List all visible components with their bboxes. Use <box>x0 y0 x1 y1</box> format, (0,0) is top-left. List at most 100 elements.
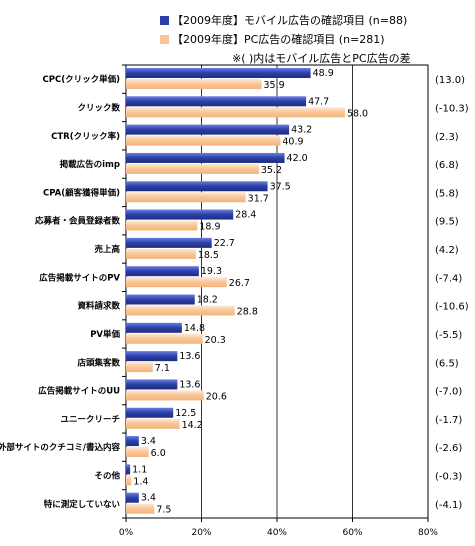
difference-label: (-10.6) <box>435 302 469 313</box>
value-label-pc: 18.9 <box>199 222 220 233</box>
bar-mobile <box>126 407 174 418</box>
bar-mobile <box>126 96 307 107</box>
bar-pc <box>126 277 227 288</box>
bar-pc <box>126 362 153 373</box>
value-label-mobile: 43.2 <box>291 125 312 136</box>
difference-label: (-2.6) <box>435 443 462 454</box>
value-label-pc: 58.0 <box>347 108 368 119</box>
bar-mobile <box>126 124 290 135</box>
category-label: CPA(顧客獲得単価) <box>43 187 120 198</box>
value-label-mobile: 13.6 <box>179 351 200 362</box>
value-label-pc: 14.2 <box>182 420 203 431</box>
category-label: CTR(クリック率) <box>51 131 120 142</box>
bar-mobile <box>126 436 139 447</box>
category-label: 店頭集客数 <box>76 357 120 368</box>
value-label-mobile: 48.9 <box>313 68 334 79</box>
bar-pc <box>126 79 262 89</box>
category-label: ユニークリーチ <box>60 414 120 425</box>
bar-pc <box>126 333 203 344</box>
bar-mobile <box>126 181 268 192</box>
difference-label: (-5.5) <box>435 330 462 341</box>
x-tick-label: 20% <box>191 528 211 538</box>
category-label: 掲載広告のimp <box>60 159 120 170</box>
value-label-pc: 7.5 <box>156 505 171 516</box>
legend-label-mobile: 【2009年度】モバイル広告の確認項目 (n=88) <box>172 14 408 27</box>
value-label-mobile: 37.5 <box>270 181 291 192</box>
value-label-pc: 20.6 <box>206 391 227 402</box>
value-label-mobile: 12.5 <box>175 408 196 419</box>
difference-label: (2.3) <box>435 132 459 143</box>
value-label-pc: 31.7 <box>248 193 269 204</box>
value-label-mobile: 1.1 <box>132 464 147 475</box>
difference-label: (4.2) <box>435 245 459 256</box>
plot-area: 0% 20% 40% 60% 80% CPC(クリック単価) 48.9 35.9 (13.0) ク… <box>0 64 469 538</box>
bar-pc <box>126 163 259 174</box>
value-label-pc: 40.9 <box>282 137 303 148</box>
difference-label: (-1.7) <box>435 415 462 426</box>
value-label-pc: 1.4 <box>133 476 148 487</box>
bar-pc <box>126 192 246 203</box>
category-label: その他 <box>94 471 120 482</box>
category-label: 資料請求数 <box>76 301 120 312</box>
value-label-pc: 6.0 <box>151 448 166 459</box>
x-tick-label: 0% <box>119 528 134 538</box>
bar-mobile <box>126 351 178 362</box>
legend-label-pc: 【2009年度】PC広告の確認項目 (n=281) <box>172 33 385 46</box>
category-label: クリック数 <box>77 102 120 113</box>
difference-label: (9.5) <box>435 217 459 228</box>
value-label-pc: 26.7 <box>229 278 250 289</box>
bar-pc <box>126 475 132 486</box>
bar-mobile <box>126 294 195 305</box>
bar-pc <box>126 248 196 259</box>
value-label-mobile: 19.3 <box>201 266 222 277</box>
bar-mobile <box>126 379 178 390</box>
value-label-pc: 28.8 <box>237 307 258 318</box>
x-tick-label: 80% <box>418 528 438 538</box>
value-label-mobile: 14.8 <box>184 323 205 334</box>
value-label-pc: 20.3 <box>205 335 226 346</box>
bar-mobile <box>126 266 199 277</box>
bar-pc <box>126 305 235 316</box>
bar-pc <box>126 107 345 118</box>
value-label-mobile: 47.7 <box>308 96 329 107</box>
bar-mobile <box>126 322 182 333</box>
value-label-mobile: 3.4 <box>141 436 156 447</box>
category-label: 売上高 <box>93 244 120 255</box>
value-label-pc: 7.1 <box>155 363 170 374</box>
value-label-mobile: 3.4 <box>141 493 156 504</box>
difference-label: (-10.3) <box>435 103 469 114</box>
category-label: CPC(クリック単価) <box>43 74 121 85</box>
difference-label: (6.5) <box>435 358 459 369</box>
bar-mobile <box>126 152 285 163</box>
bar-mobile <box>126 209 234 220</box>
legend-swatch-mobile <box>160 15 169 25</box>
bar-pc <box>126 135 281 146</box>
category-label: 広告掲載サイトのUU <box>38 386 120 397</box>
legend-item-pc: 【2009年度】PC広告の確認項目 (n=281) <box>160 31 385 47</box>
category-label: 応募者・会員登録者数 <box>34 216 121 227</box>
x-tick-label: 60% <box>342 528 362 538</box>
value-label-mobile: 18.2 <box>197 295 218 306</box>
difference-label: (-7.4) <box>435 273 462 284</box>
bar-pc <box>126 447 149 458</box>
value-label-pc: 18.5 <box>198 250 219 261</box>
value-label-mobile: 42.0 <box>287 153 308 164</box>
bar-pc <box>126 418 180 429</box>
bar-pc <box>126 503 155 514</box>
bar-mobile <box>126 492 139 503</box>
bar-mobile <box>126 68 311 78</box>
value-label-mobile: 28.4 <box>235 210 256 221</box>
category-label: PV単価 <box>90 329 120 340</box>
category-label: 広告掲載サイトのPV <box>39 272 120 283</box>
difference-label: (-4.1) <box>435 500 462 511</box>
bar-pc <box>126 390 204 401</box>
difference-label: (-0.3) <box>435 472 462 483</box>
value-label-mobile: 13.6 <box>179 379 200 390</box>
bar-mobile <box>126 237 212 248</box>
x-tick-label: 40% <box>267 528 287 538</box>
value-label-pc: 35.2 <box>261 165 282 176</box>
difference-label: (6.8) <box>435 160 459 171</box>
difference-label: (-7.0) <box>435 387 462 398</box>
bar-pc <box>126 220 198 231</box>
